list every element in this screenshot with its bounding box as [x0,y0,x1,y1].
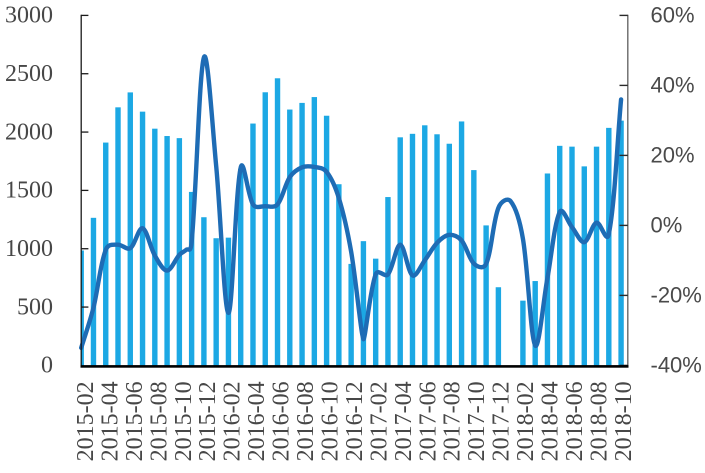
svg-text:500: 500 [17,294,53,320]
svg-text:2016-10: 2016-10 [317,381,343,461]
svg-text:2017-08: 2017-08 [440,381,466,461]
svg-text:40%: 40% [651,72,695,97]
svg-text:2016-02: 2016-02 [220,381,246,461]
svg-text:20%: 20% [651,142,695,167]
svg-text:2018-04: 2018-04 [538,381,564,461]
svg-text:2018-10: 2018-10 [611,381,637,461]
svg-text:2018-06: 2018-06 [562,381,588,461]
svg-text:2016-08: 2016-08 [293,381,319,461]
svg-text:2017-02: 2017-02 [366,381,392,461]
svg-text:2016-12: 2016-12 [342,381,368,461]
svg-text:2018-02: 2018-02 [513,381,539,461]
svg-text:2000: 2000 [5,119,53,145]
svg-text:2018-08: 2018-08 [586,381,612,461]
svg-text:-40%: -40% [651,352,702,377]
svg-text:3000: 3000 [5,3,53,29]
svg-text:2017-06: 2017-06 [415,381,441,461]
svg-text:2015-10: 2015-10 [171,381,197,461]
svg-text:2015-08: 2015-08 [146,381,172,461]
svg-text:0%: 0% [651,212,683,237]
svg-text:-20%: -20% [651,282,702,307]
svg-text:2500: 2500 [5,61,53,87]
svg-text:2016-04: 2016-04 [244,381,270,461]
svg-text:2016-06: 2016-06 [269,381,295,461]
svg-text:2015-12: 2015-12 [195,381,221,461]
svg-text:1000: 1000 [5,236,53,262]
svg-text:2017-10: 2017-10 [464,381,490,461]
svg-text:2015-02: 2015-02 [73,381,99,461]
svg-text:2017-12: 2017-12 [489,381,515,461]
svg-text:2017-04: 2017-04 [391,381,417,461]
svg-text:1500: 1500 [5,178,53,204]
svg-text:2015-06: 2015-06 [122,381,148,461]
svg-text:60%: 60% [651,2,695,27]
svg-text:0: 0 [41,353,53,379]
svg-text:2015-04: 2015-04 [97,381,123,461]
